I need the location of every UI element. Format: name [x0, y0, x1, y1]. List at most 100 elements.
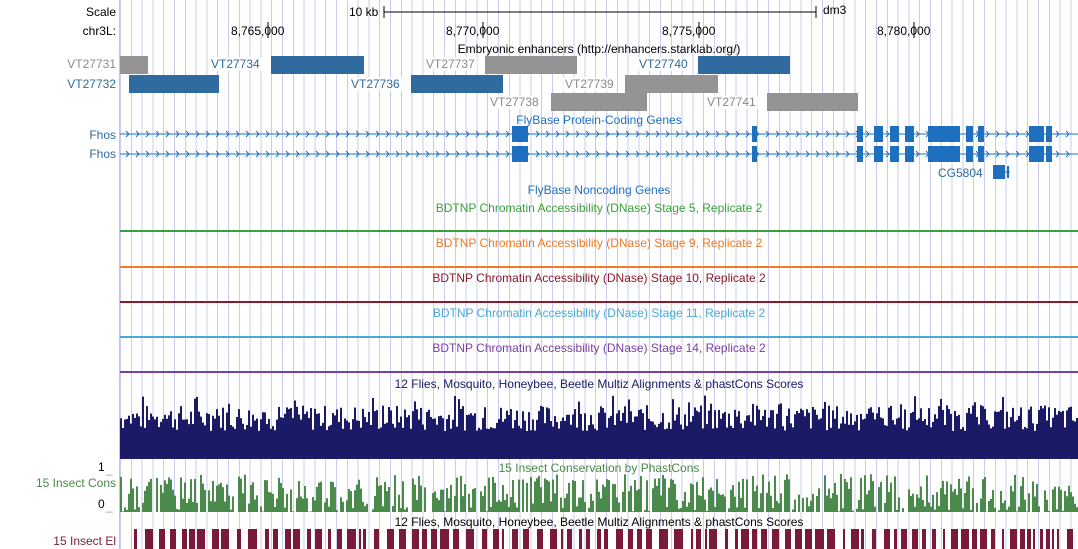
- multiz-bar: [354, 407, 356, 459]
- strand-arrow: [505, 150, 510, 158]
- multiz-bar: [832, 410, 834, 459]
- enhancer-label[interactable]: VT27732: [67, 77, 116, 91]
- conservation-bar: [696, 481, 698, 512]
- multiz-bar: [160, 421, 162, 459]
- multiz-bar: [532, 419, 534, 459]
- multiz-bar: [440, 415, 442, 459]
- multiz-bar: [788, 408, 790, 459]
- conservation-bar: [910, 495, 912, 512]
- conservation-bar: [492, 476, 494, 512]
- conservation-bar: [808, 506, 810, 512]
- conservation-bar: [718, 493, 720, 512]
- enhancer-feature[interactable]: [551, 93, 647, 111]
- conservation-bar: [652, 488, 654, 512]
- enhancer-feature[interactable]: [625, 75, 718, 93]
- multiz-bar: [350, 429, 352, 459]
- conservation-bar: [172, 489, 174, 512]
- chromosome-label: chr3L:: [82, 24, 116, 38]
- elements-track-label[interactable]: 15 Insect El: [53, 534, 116, 548]
- conservation-bar: [1024, 499, 1026, 512]
- conserved-element: [637, 529, 642, 549]
- dnase-stage11-signal[interactable]: [120, 336, 1078, 338]
- position-tick-label: 8,765,000: [231, 24, 285, 38]
- conservation-bar: [416, 499, 418, 512]
- multiz-bar: [652, 421, 654, 459]
- enhancer-label[interactable]: VT27731: [67, 57, 116, 71]
- strand-arrow: [305, 130, 310, 138]
- multiz-bar: [718, 409, 720, 459]
- strand-arrow: [385, 130, 390, 138]
- enhancer-feature[interactable]: [129, 75, 219, 93]
- conservation-bar: [502, 485, 504, 512]
- conservation-bar: [526, 482, 528, 512]
- enhancer-feature[interactable]: [485, 56, 577, 74]
- strand-arrow: [615, 130, 620, 138]
- conservation-bar: [176, 508, 178, 512]
- conservation-bar: [676, 499, 678, 512]
- conservation-bar: [374, 495, 376, 512]
- dnase-stage5-signal[interactable]: [120, 230, 1078, 232]
- multiz-bar: [908, 427, 910, 459]
- enhancer-label[interactable]: VT27736: [349, 77, 402, 91]
- gene-label-fhos[interactable]: Fhos: [89, 128, 116, 142]
- conservation-bar: [928, 502, 930, 512]
- enhancer-label[interactable]: VT27738: [488, 95, 541, 109]
- conserved-element: [628, 529, 633, 549]
- conservation-bar: [352, 508, 354, 512]
- gene-label-fhos[interactable]: Fhos: [89, 147, 116, 161]
- enhancer-label[interactable]: VT27737: [424, 57, 477, 71]
- enhancer-label[interactable]: VT27739: [563, 77, 616, 91]
- conserved-element: [980, 529, 987, 549]
- enhancer-feature[interactable]: [271, 56, 364, 74]
- conservation-plot[interactable]: [120, 470, 1078, 512]
- multiz-bar: [758, 409, 760, 459]
- multiz-bar: [146, 406, 148, 459]
- multiz-bar: [726, 427, 728, 459]
- enhancer-feature[interactable]: [120, 56, 148, 74]
- label-divider[interactable]: [119, 0, 120, 549]
- strand-arrow: [1015, 150, 1020, 158]
- multiz-bar: [1018, 415, 1020, 459]
- conservation-bar: [388, 487, 390, 512]
- enhancer-feature[interactable]: [767, 93, 858, 111]
- enhancer-label[interactable]: VT27741: [705, 95, 758, 109]
- conserved-element: [212, 529, 219, 549]
- conservation-bar: [460, 475, 462, 512]
- enhancer-feature[interactable]: [411, 75, 503, 93]
- multiz-bar: [214, 418, 216, 459]
- dnase-stage10-signal[interactable]: [120, 301, 1078, 303]
- multiz-bar: [294, 400, 296, 459]
- dnase-stage14-signal[interactable]: [120, 371, 1078, 373]
- multiz-bar: [860, 413, 862, 459]
- multiz-bar: [570, 424, 572, 459]
- conservation-bar: [930, 506, 932, 512]
- conservation-bar: [1012, 491, 1014, 512]
- gene-models[interactable]: [120, 124, 1078, 184]
- conserved-element: [597, 529, 601, 549]
- strand-arrow: [425, 130, 430, 138]
- multiz-bar: [988, 424, 990, 459]
- conservation-track-label[interactable]: 15 Insect Cons: [35, 476, 116, 490]
- strand-arrow: [325, 130, 330, 138]
- multiz-alignment-plot[interactable]: [120, 393, 1078, 459]
- gene-label-cg5804[interactable]: CG5804: [938, 166, 983, 180]
- strand-arrow: [335, 130, 340, 138]
- enhancer-feature[interactable]: [698, 56, 790, 74]
- conservation-bar: [942, 480, 944, 512]
- dnase-stage9-signal[interactable]: [120, 266, 1078, 268]
- multiz-bar: [198, 411, 200, 459]
- multiz-bar: [274, 430, 276, 459]
- conservation-bar: [228, 495, 230, 512]
- gene-exon: [752, 126, 757, 142]
- multiz-bar: [848, 424, 850, 459]
- enhancer-label[interactable]: VT27734: [209, 57, 262, 71]
- conservation-bar: [840, 474, 842, 512]
- enhancer-label[interactable]: VT27740: [637, 57, 690, 71]
- strand-arrow: [885, 130, 890, 138]
- conservation-bar: [914, 506, 916, 512]
- multiz-bar: [614, 425, 616, 459]
- multiz-bar: [982, 406, 984, 459]
- conserved-elements-plot[interactable]: [120, 529, 1078, 549]
- multiz-bar: [522, 411, 524, 459]
